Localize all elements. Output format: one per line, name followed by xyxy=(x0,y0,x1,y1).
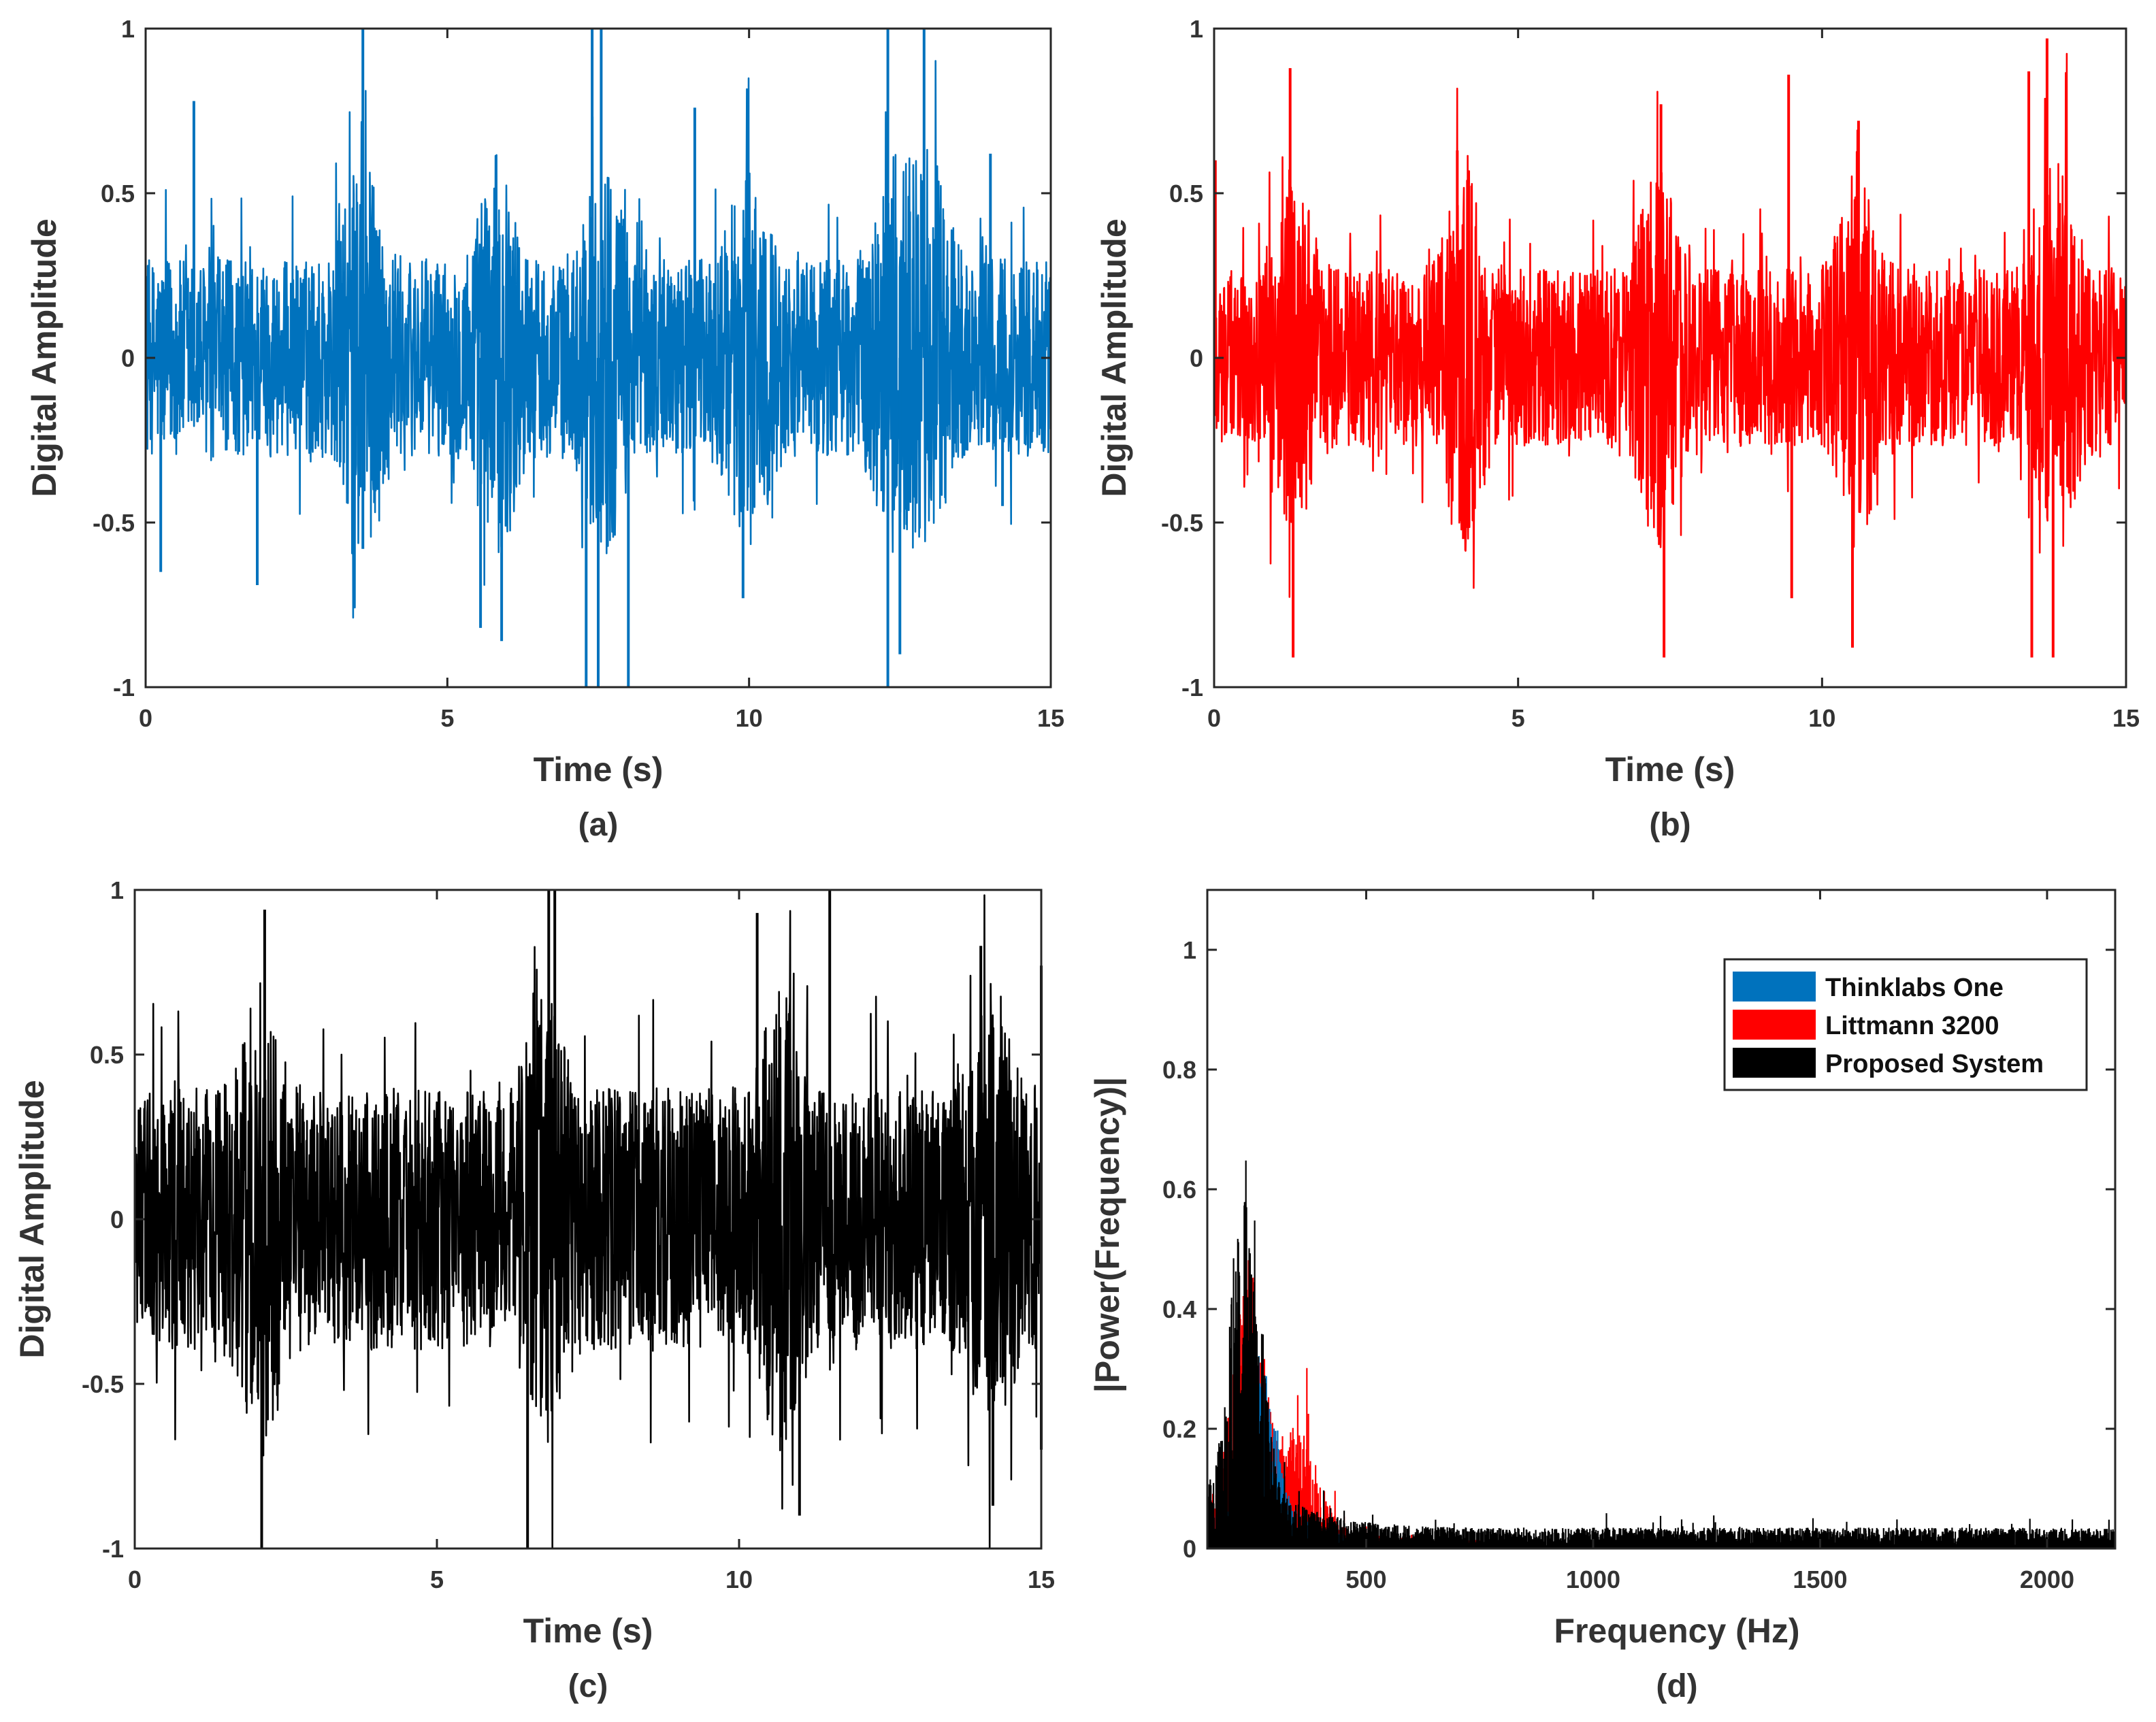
x-tick-label: 1500 xyxy=(1793,1566,1847,1593)
series-line-proposed-system xyxy=(1206,1160,2117,1549)
panel-d-caption: (d) xyxy=(1656,1668,1697,1704)
x-tick-label: 15 xyxy=(2112,704,2140,732)
legend-label-thinklabs: Thinklabs One xyxy=(1825,974,2004,1002)
panel-c-trace-group xyxy=(133,890,1043,1550)
y-tick-label: 1 xyxy=(1183,936,1196,964)
x-tick-label: 0 xyxy=(139,704,152,732)
panel-b-trace-group xyxy=(1213,38,2127,658)
x-tick-label: 10 xyxy=(1808,704,1835,732)
x-tick-label: 15 xyxy=(1028,1566,1055,1593)
y-tick-label: 0.4 xyxy=(1162,1295,1196,1323)
y-tick-label: 1 xyxy=(121,15,135,43)
x-tick-label: 0 xyxy=(128,1566,142,1593)
y-tick-label: -1 xyxy=(113,674,135,701)
x-tick-label: 1000 xyxy=(1566,1566,1620,1593)
legend-label-littmann: Littmann 3200 xyxy=(1825,1012,1999,1040)
x-tick-label: 5 xyxy=(1512,704,1525,732)
panel-c: 0 5 10 15 -1 -0.5 0 0.5 1 Time (s) Digital Ampli… xyxy=(13,876,1055,1704)
panel-d-axes-box xyxy=(1206,889,2117,1550)
x-tick-label: 500 xyxy=(1345,1566,1386,1593)
y-tick-label: -0.5 xyxy=(1161,509,1203,537)
y-tick-label: -1 xyxy=(1181,674,1203,701)
y-tick-label: 0.2 xyxy=(1162,1415,1196,1443)
x-tick-label: 10 xyxy=(736,704,763,732)
y-tick-label: 0 xyxy=(1183,1535,1196,1563)
x-tick-label: 5 xyxy=(430,1566,444,1593)
series-line-thinklabs-one xyxy=(144,60,1052,619)
y-tick-label: 0 xyxy=(1190,344,1203,372)
x-tick-label: 10 xyxy=(725,1566,753,1593)
panel-a-ylabel: Digital Amplitude xyxy=(25,218,63,497)
y-tick-label: -1 xyxy=(102,1535,124,1563)
x-tick-label: 0 xyxy=(1207,704,1221,732)
panel-c-xlabel: Time (s) xyxy=(523,1612,653,1650)
panel-a-xlabel: Time (s) xyxy=(534,750,664,789)
panel-c-caption: (c) xyxy=(568,1668,608,1704)
y-tick-label: -0.5 xyxy=(93,509,135,537)
legend-swatch-thinklabs xyxy=(1733,972,1816,1001)
y-tick-label: 0.6 xyxy=(1162,1176,1196,1204)
panel-d: 500 1000 1500 2000 0 0.2 0.4 0.6 0.8 1 Frequency … xyxy=(1088,889,2117,1704)
panel-a-tick-group: 0 5 10 15 -1 -0.5 0 0.5 1 xyxy=(93,15,1064,732)
legend-label-proposed: Proposed System xyxy=(1825,1050,2044,1078)
y-tick-label: 1 xyxy=(110,876,124,904)
legend-swatch-littmann xyxy=(1733,1010,1816,1040)
series-line-littmann-3200 xyxy=(1213,52,2127,598)
series-line-proposed-system xyxy=(133,894,1043,1550)
legend: Thinklabs One Littmann 3200 Proposed Sys… xyxy=(1723,958,2088,1091)
y-tick-label: 0.5 xyxy=(1169,180,1203,208)
x-tick-label: 15 xyxy=(1037,704,1064,732)
y-tick-label: 0 xyxy=(121,344,135,372)
legend-swatch-proposed xyxy=(1733,1048,1816,1078)
panel-c-ylabel: Digital Amplitude xyxy=(13,1080,51,1358)
panel-b: 0 5 10 15 -1 -0.5 0 0.5 1 Time (s) Digital Ampli… xyxy=(1095,15,2140,843)
panel-d-xlabel: Frequency (Hz) xyxy=(1554,1612,1799,1650)
panel-b-xlabel: Time (s) xyxy=(1605,750,1735,789)
panel-d-trace-group xyxy=(1206,1160,2117,1549)
panel-a-trace-group xyxy=(144,29,1052,687)
panel-c-tick-group: 0 5 10 15 -1 -0.5 0 0.5 1 xyxy=(82,876,1055,1593)
panel-b-caption: (b) xyxy=(1649,807,1690,843)
y-tick-label: 0.8 xyxy=(1162,1056,1196,1084)
panel-d-tick-group: 500 1000 1500 2000 0 0.2 0.4 0.6 0.8 1 xyxy=(1162,890,2115,1593)
y-tick-label: 1 xyxy=(1190,15,1203,43)
panel-b-tick-group: 0 5 10 15 -1 -0.5 0 0.5 1 xyxy=(1161,15,2140,732)
x-tick-label: 5 xyxy=(440,704,454,732)
y-tick-label: 0.5 xyxy=(101,180,135,208)
panel-d-ylabel: |Power(Frequency)| xyxy=(1088,1077,1127,1393)
y-tick-label: 0.5 xyxy=(90,1041,124,1069)
panel-a-caption: (a) xyxy=(578,807,619,843)
panel-a: 0 5 10 15 -1 -0.5 0 0.5 1 Time (s) Digital Ampli… xyxy=(25,15,1064,843)
x-tick-label: 2000 xyxy=(2020,1566,2074,1593)
y-tick-label: 0 xyxy=(110,1206,124,1233)
y-tick-label: -0.5 xyxy=(82,1370,124,1398)
panel-b-ylabel: Digital Amplitude xyxy=(1095,218,1133,497)
